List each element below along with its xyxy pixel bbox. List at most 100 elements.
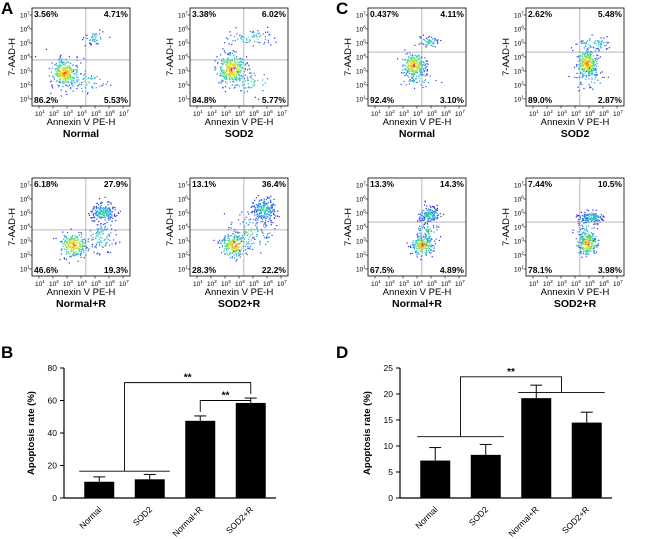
flow-event-dot [70,251,72,253]
flow-event-dot [236,231,238,233]
flow-event-dot [236,243,238,245]
flow-event-dot [226,247,228,249]
flow-event-dot [249,72,251,74]
flow-event-dot [238,252,240,254]
flow-event-dot [74,237,76,239]
flow-event-dot [408,70,410,72]
flow-event-dot [115,242,117,244]
x-tick-label: 101 [193,109,203,118]
flow-event-dot [580,55,582,57]
x-tick-label: 106 [105,279,115,288]
flow-event-dot [579,71,582,73]
flow-event-dot [588,78,590,80]
flow-event-dot [221,79,223,81]
flow-event-dot [247,247,249,250]
flow-event-dot [594,67,596,69]
flow-event-dot [239,249,241,251]
flow-event-dot [89,42,91,44]
flow-event-dot [247,87,249,89]
flow-event-dot [581,64,584,66]
flow-event-dot [97,228,99,230]
flow-event-dot [259,199,261,201]
flow-event-dot [596,59,598,61]
flow-event-dot [62,231,64,233]
flow-event-dot [63,258,66,260]
flow-event-dot [585,56,587,58]
flow-event-dot [597,47,599,50]
flow-event-dot [102,31,104,33]
flow-event-dot [268,218,270,220]
flow-event-dot [221,239,223,241]
flow-event-dot [431,219,433,221]
flow-event-dot [595,74,597,77]
flow-event-dot [267,26,269,28]
flow-event-dot [86,37,88,39]
flow-event-dot [270,195,272,197]
flow-event-dot [431,238,433,240]
flow-event-dot [69,73,71,75]
flow-event-dot [260,212,262,214]
flow-event-dot [592,88,594,90]
flow-event-dot [585,251,587,253]
flow-event-dot [586,69,589,71]
flow-event-dot [95,238,97,240]
flow-event-dot [426,229,428,231]
flow-event-dot [84,87,86,89]
flow-event-dot [260,217,262,219]
flow-event-dot [259,41,261,43]
flow-event-dot [70,256,72,258]
flow-event-dot [434,208,436,210]
flow-event-dot [589,66,591,68]
flow-event-dot [72,250,75,252]
flow-event-dot [224,245,226,247]
flow-event-dot [603,42,605,44]
flow-event-dot [61,72,63,74]
flow-event-dot [598,42,600,44]
flow-event-dot [589,235,592,237]
flow-event-dot [230,67,232,70]
flow-event-dot [591,77,593,79]
flow-event-dot [98,220,100,223]
flow-event-dot [98,216,101,218]
flow-event-dot [422,239,424,241]
flow-event-dot [241,58,243,60]
flow-event-dot [60,54,62,56]
flow-event-dot [259,243,261,245]
flow-event-dot [578,55,580,57]
flow-event-dot [50,80,52,82]
flow-event-dot [584,42,586,44]
flow-event-dot [603,216,605,218]
flow-event-dot [405,73,407,75]
flow-event-dot [590,216,592,219]
flow-event-dot [593,223,595,225]
flow-event-dot [228,72,230,74]
flow-event-dot [74,247,76,249]
flow-event-dot [62,64,64,66]
flow-event-dot [246,79,249,81]
flow-event-dot [240,63,242,66]
flow-event-dot [236,239,238,241]
flow-event-dot [83,245,86,247]
flow-event-dot [77,242,79,244]
flow-event-dot [267,206,269,209]
flow-event-dot [589,45,591,47]
flow-event-dot [408,60,410,62]
flow-event-dot [76,242,78,244]
flow-event-dot [426,245,429,247]
flow-event-dot [233,254,235,256]
flow-event-dot [420,37,422,39]
flow-event-dot [61,67,63,69]
flow-event-dot [424,236,426,238]
flow-event-dot [587,57,589,59]
flow-event-dot [234,247,236,249]
flow-event-dot [228,239,230,241]
flow-scatter-points [213,195,280,262]
flow-event-dot [262,215,265,217]
flow-event-dot [584,211,586,214]
flow-event-dot [588,65,590,67]
flow-event-dot [70,78,72,80]
flow-event-dot [96,39,98,41]
flow-event-dot [407,71,409,73]
flow-event-dot [230,78,233,80]
flow-event-dot [428,242,431,244]
